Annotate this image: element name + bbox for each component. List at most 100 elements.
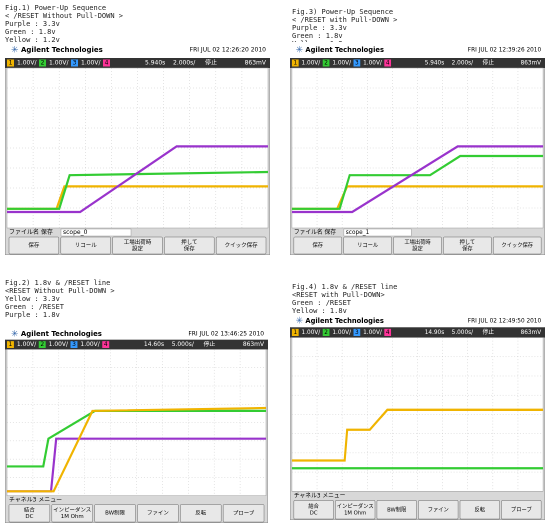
run-state: 停止 <box>203 340 215 348</box>
channel-box <box>384 59 392 67</box>
softkey-label: 設定 <box>132 244 144 252</box>
caption-line: Fig.4) 1.8v & /RESET line <box>292 283 397 291</box>
softkey-label: 反転 <box>195 509 207 517</box>
run-state: 停止 <box>482 328 494 336</box>
file-name: scope_1 <box>346 230 370 236</box>
channel-box <box>6 341 14 348</box>
file-label: ファイル名 保存 <box>294 228 336 236</box>
waveform <box>7 145 268 214</box>
channel-box <box>291 328 299 337</box>
channel-box <box>70 341 78 348</box>
channel-scale: 1.00V/ <box>49 60 69 67</box>
channel-number: 4 <box>105 60 109 67</box>
softkey-label: 保存 <box>313 241 324 249</box>
softkey <box>376 500 417 520</box>
softkey-label: 工場出荷時 <box>404 238 431 246</box>
softkey-label: インピーダンス <box>337 502 374 510</box>
caption-line: Green : 1.8v <box>5 28 56 36</box>
softkey <box>8 236 60 255</box>
trigger-level: 863mV <box>245 60 267 67</box>
channel-box <box>322 59 330 67</box>
timestamp: FRI JUL 02 13:46:25 2010 <box>188 331 264 337</box>
channel-scale: 1.00V/ <box>302 61 321 67</box>
softkey <box>94 504 136 523</box>
file-field <box>343 228 412 237</box>
softkey-label: インピーダンス <box>53 506 91 514</box>
softkey <box>393 236 442 255</box>
channel-box <box>291 59 299 67</box>
channel-number: 2 <box>324 61 328 67</box>
softkey-label: 結合 <box>24 506 36 514</box>
softkey <box>492 236 542 255</box>
channel-box <box>353 328 361 337</box>
menu-title: チャネル3 メニュー <box>9 497 62 504</box>
channel-number: 2 <box>40 342 44 348</box>
softkey-label: リコール <box>75 242 98 249</box>
file-label: ファイル名 保存 <box>9 228 53 236</box>
channel-scale: 1.00V/ <box>363 329 382 336</box>
softkey <box>60 236 111 255</box>
softkey-label: プローブ <box>511 505 532 513</box>
waveform <box>291 145 544 214</box>
brand: Agilent Technologies <box>21 46 103 54</box>
caption-line: Yellow : 1.8v <box>292 307 347 315</box>
caption-line: < /RESET with Pull-DOWN > <box>292 16 397 24</box>
timebase: 5.000s/ <box>452 329 473 336</box>
channel-scale: 1.00V/ <box>17 60 37 67</box>
softkey <box>137 504 179 523</box>
delay: 5.940s <box>145 60 165 67</box>
waveform <box>7 170 269 210</box>
caption-line: Purple : 1.8v <box>5 311 60 319</box>
waveform <box>6 406 267 493</box>
softkey <box>51 504 93 523</box>
softkey-label: リコール <box>357 242 379 249</box>
caption-line: Yellow : 1.2v <box>5 36 60 44</box>
channel-number: 3 <box>355 61 359 67</box>
logo-icon: ✳ <box>11 329 18 339</box>
softkey <box>335 500 376 520</box>
caption-line: Purple : 3.3v <box>292 24 347 32</box>
channel-number: 1 <box>9 342 13 348</box>
softkey <box>418 500 459 520</box>
softkey-label: ファイン <box>428 506 450 513</box>
caption-line: <RESET Without Pull-DOWN > <box>5 287 115 295</box>
softkey <box>293 500 334 520</box>
channel-box <box>38 341 46 348</box>
logo-icon: ✳ <box>296 317 303 327</box>
softkey <box>443 236 492 255</box>
softkey-label: 1M Ohm <box>344 511 366 517</box>
header <box>5 328 268 340</box>
channel-number: 4 <box>104 342 108 348</box>
channel-number: 3 <box>72 342 76 348</box>
softkey-label: 工場出荷時 <box>124 238 152 246</box>
channel-scale: 1.00V/ <box>17 342 36 348</box>
softkey-label: 反転 <box>475 505 486 513</box>
softkey-label: BW制限 <box>105 509 125 517</box>
logo-icon: ✳ <box>296 45 303 55</box>
run-state: 停止 <box>205 59 217 67</box>
oscilloscope-screenshot: ✳ Agilent Technologies FRI JUL 02 12:49:50… <box>290 315 545 520</box>
waveform <box>291 154 544 210</box>
oscilloscope-screenshot: ✳ Agilent Technologies FRI JUL 02 13:46:25… <box>5 328 268 523</box>
softkey-label: DC <box>25 514 33 520</box>
softkey <box>8 504 51 523</box>
channel-scale: 1.00V/ <box>80 342 99 348</box>
caption-line: Fig.1) Power-Up Sequence <box>5 4 106 12</box>
timestamp: FRI JUL 02 12:49:50 2010 <box>468 318 542 325</box>
status-bar <box>290 58 545 68</box>
softkey-label: 設定 <box>412 244 423 252</box>
channel-scale: 1.00V/ <box>332 61 351 67</box>
caption-line: Green : 1.8v <box>292 32 343 40</box>
channel-number: 1 <box>9 60 13 67</box>
softkey-label: 保存 <box>28 241 40 249</box>
softkey <box>112 236 163 255</box>
softkey <box>222 504 265 523</box>
softkey <box>459 500 500 520</box>
softkey-label: 押して <box>181 238 197 246</box>
channel-number: 4 <box>386 61 390 67</box>
channel-scale: 1.00V/ <box>302 329 321 336</box>
channel-number: 1 <box>293 329 297 336</box>
channel-number: 2 <box>41 60 45 67</box>
caption-line: <RESET with Pull-DOWN> <box>292 291 385 299</box>
